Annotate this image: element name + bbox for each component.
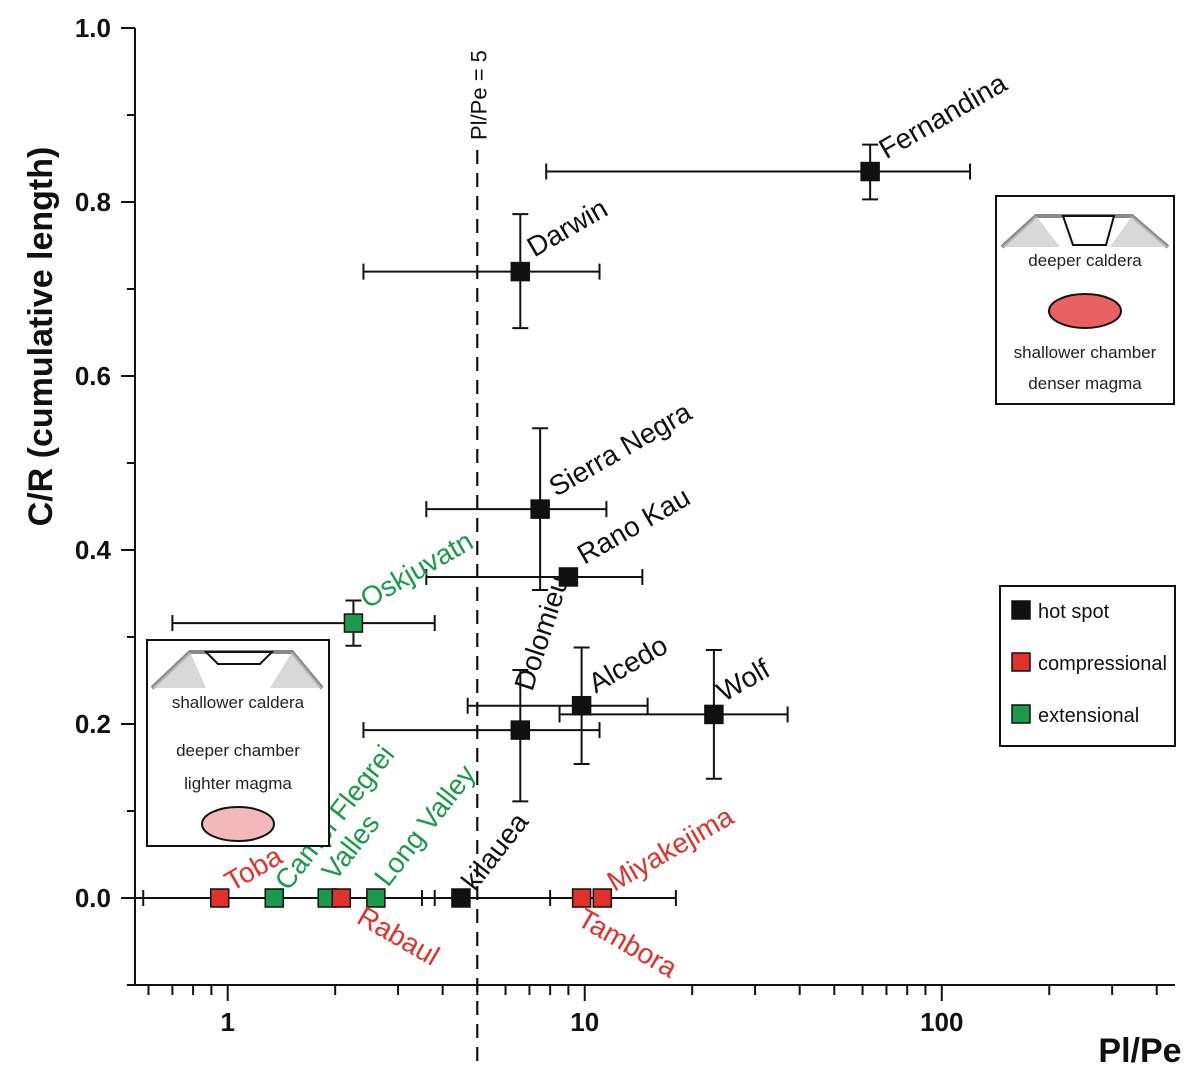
reference-line-label: Pl/Pe = 5 bbox=[466, 50, 491, 140]
data-point bbox=[331, 888, 352, 908]
point-label: Oskjuvatn bbox=[355, 525, 478, 614]
x-tick-label: 100 bbox=[920, 1007, 963, 1037]
legend-label: compressional bbox=[1038, 653, 1167, 675]
axes-layer: 0.0 0.2 0.4 0.6 0.8 1.0 1 10 100 Pl/Pe C/R (cumula… bbox=[22, 13, 1182, 1070]
point-label: Fernandina bbox=[874, 67, 1013, 165]
data-point bbox=[860, 161, 880, 182]
data-point bbox=[343, 613, 364, 633]
point-label: Alcedo bbox=[583, 629, 673, 699]
data-point bbox=[530, 499, 550, 519]
y-tick-label: 0.4 bbox=[75, 535, 112, 565]
reference-line-layer: Pl/Pe = 5 bbox=[466, 50, 491, 1065]
caldera-slope bbox=[1002, 216, 1168, 247]
data-point bbox=[451, 888, 471, 908]
point-label: Rano Kau bbox=[572, 481, 695, 570]
legend-swatch bbox=[1011, 652, 1031, 672]
legend-swatch bbox=[1011, 600, 1031, 620]
x-tick-label: 1 bbox=[220, 1007, 234, 1037]
point-label: Wolf bbox=[711, 653, 775, 708]
legend: hot spot compressional extensional bbox=[999, 585, 1176, 747]
caldera-pit bbox=[1061, 215, 1116, 246]
caldera-slope bbox=[152, 652, 322, 688]
data-point-layer bbox=[209, 161, 880, 908]
point-label: Rabaul bbox=[352, 900, 444, 971]
point-label: Tambora bbox=[573, 902, 683, 984]
data-point bbox=[209, 888, 230, 908]
data-point bbox=[571, 888, 592, 908]
data-point bbox=[510, 720, 531, 740]
inset-layer: deeper caldera shallower chamber denser ma… bbox=[146, 195, 1175, 847]
y-tick-label: 0.2 bbox=[75, 709, 111, 739]
data-point bbox=[704, 704, 724, 725]
x-tick-label: 10 bbox=[570, 1007, 599, 1037]
inset-shallow: shallower caldera deeper chamber lighter m… bbox=[146, 639, 330, 847]
x-axis-title: Pl/Pe bbox=[1098, 1032, 1181, 1070]
point-label: Dolomieu bbox=[509, 572, 575, 694]
inset-text: deeper chamber bbox=[176, 741, 300, 760]
data-point bbox=[592, 888, 613, 908]
legend-label: hot spot bbox=[1038, 601, 1110, 623]
data-point bbox=[558, 567, 579, 587]
point-label: Darwin bbox=[522, 192, 613, 262]
inset-text: shallower caldera bbox=[172, 693, 305, 712]
magma-chamber-icon bbox=[1048, 293, 1122, 329]
y-tick-label: 1.0 bbox=[75, 13, 111, 43]
legend-swatch bbox=[1011, 704, 1031, 724]
y-axis-title: C/R (cumulative length) bbox=[22, 147, 60, 527]
inset-text: shallower chamber bbox=[1014, 343, 1157, 362]
point-label: kilauea bbox=[455, 806, 534, 895]
y-tick-label: 0.6 bbox=[75, 361, 111, 391]
inset-deep: deeper caldera shallower chamber denser ma… bbox=[995, 195, 1175, 405]
data-point bbox=[264, 888, 284, 908]
inset-text: lighter magma bbox=[184, 774, 292, 793]
magma-chamber-icon bbox=[201, 806, 275, 842]
y-tick-label: 0.0 bbox=[75, 883, 111, 913]
point-label: Miyakejima bbox=[602, 800, 739, 897]
caldera-pit bbox=[203, 651, 275, 665]
legend-label: extensional bbox=[1038, 705, 1139, 727]
inset-text: denser magma bbox=[1028, 374, 1142, 393]
data-point bbox=[366, 888, 386, 908]
data-point bbox=[510, 261, 531, 282]
y-tick-label: 0.8 bbox=[75, 187, 111, 217]
inset-text: deeper caldera bbox=[1028, 251, 1142, 270]
data-point bbox=[571, 695, 592, 716]
